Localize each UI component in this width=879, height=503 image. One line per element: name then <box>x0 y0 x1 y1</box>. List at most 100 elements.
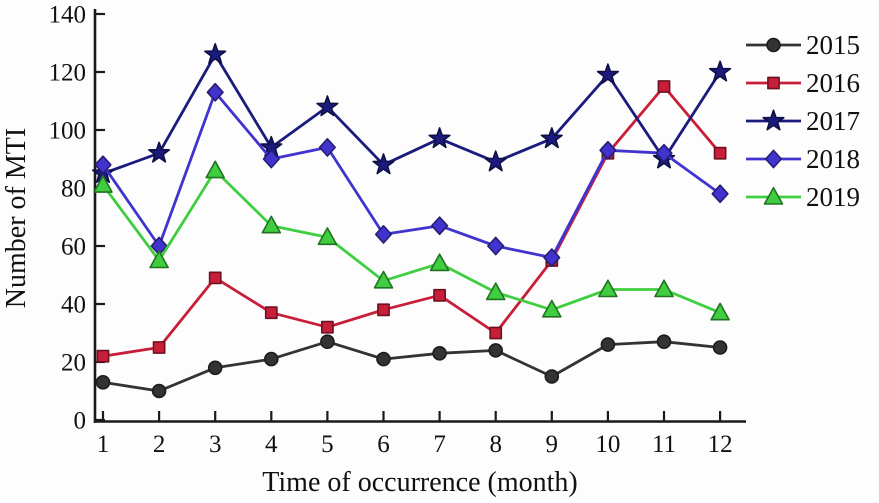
series-2019-marker-m3 <box>205 160 225 179</box>
legend-label-2018: 2018 <box>806 144 860 174</box>
series-2017-marker-m8 <box>484 150 507 172</box>
x-tick-label: 8 <box>489 431 502 458</box>
legend-marker-2017 <box>762 109 785 131</box>
series-2015-marker-m1 <box>95 374 111 390</box>
series-2015-marker-m4 <box>263 351 279 367</box>
y-tick-label: 40 <box>61 292 86 319</box>
series-2015-marker-m6 <box>376 351 391 367</box>
x-tick-label: 9 <box>546 431 559 458</box>
legend-label-2017: 2017 <box>806 106 860 136</box>
series-2019-marker-m11 <box>654 279 674 298</box>
series-2019-marker-m4 <box>261 215 282 234</box>
y-tick-label: 80 <box>61 176 86 203</box>
series-2019-marker-m2 <box>149 250 169 269</box>
x-tick-label: 10 <box>595 431 620 458</box>
series-2018-marker-m1 <box>94 155 112 175</box>
legend-marker-2019 <box>763 186 784 205</box>
series-2017-line <box>101 53 722 175</box>
series-2017-marker-m10 <box>596 63 619 85</box>
series-2016 <box>96 80 727 363</box>
series-2018-marker-m12 <box>711 184 729 204</box>
series-2019-marker-m12 <box>710 302 730 321</box>
series-2015-marker-m11 <box>656 334 672 350</box>
series-2015-marker-m12 <box>712 340 728 355</box>
legend: 2015 2016 2017 2018 2019 <box>746 30 860 212</box>
series-2019-marker-m6 <box>373 270 394 289</box>
series-2015-marker-m9 <box>544 369 560 384</box>
series-2015-marker-m3 <box>207 360 223 376</box>
series-2018-marker-m7 <box>431 216 449 236</box>
series-2019-marker-m1 <box>93 175 113 193</box>
legend-item-2016: 2016 <box>746 68 860 98</box>
series-2015-marker-m8 <box>488 343 504 358</box>
x-tick-label: 2 <box>153 431 166 458</box>
y-tick-label: 20 <box>61 350 86 377</box>
legend-item-2015: 2015 <box>746 30 860 60</box>
legend-marker-2016 <box>767 76 780 90</box>
series-2018-marker-m6 <box>374 225 393 244</box>
series-2018-marker-m5 <box>318 138 336 157</box>
legend-label-2016: 2016 <box>806 68 860 98</box>
legend-marker-2015 <box>766 37 781 53</box>
series-2015-marker-m5 <box>320 334 335 350</box>
x-tick-label: 5 <box>321 431 334 458</box>
legend-label-2015: 2015 <box>806 30 860 60</box>
series-2016-marker-m12 <box>713 146 727 160</box>
series-2018-marker-m3 <box>206 82 224 102</box>
series-2018-line <box>101 90 722 260</box>
series-2019-marker-m5 <box>317 227 338 246</box>
series-2016-line <box>101 85 722 358</box>
series-2018 <box>94 82 729 267</box>
series-2019-marker-m10 <box>598 279 618 298</box>
series-2017-marker-m6 <box>372 153 395 175</box>
series-2016-marker-m5 <box>320 320 334 334</box>
series-2019-line <box>101 169 722 315</box>
series-2016-marker-m11 <box>657 80 671 93</box>
series-2017-marker-m9 <box>540 127 563 149</box>
series-2019 <box>93 160 730 321</box>
series-2018-marker-m9 <box>543 248 561 267</box>
x-tick-label: 12 <box>708 431 733 458</box>
series-2015-line <box>101 340 722 393</box>
x-tick-label: 11 <box>652 431 676 458</box>
y-tick-label: 140 <box>49 2 87 29</box>
y-tick-label: 60 <box>61 234 86 261</box>
series-2019-marker-m7 <box>429 253 450 272</box>
legend-label-2019: 2019 <box>806 182 860 212</box>
series-2019-marker-m9 <box>542 299 562 318</box>
series-2015 <box>95 334 728 399</box>
series-2015-marker-m10 <box>600 337 616 352</box>
y-tick-label: 0 <box>74 408 87 435</box>
series-2016-marker-m8 <box>489 326 503 340</box>
series-2017 <box>91 43 732 183</box>
series-2018-marker-m11 <box>655 143 673 163</box>
x-tick-label: 4 <box>265 431 278 458</box>
x-tick-label: 1 <box>97 431 110 458</box>
series-2016-marker-m3 <box>208 271 222 285</box>
series-2016-marker-m2 <box>152 341 166 354</box>
series-2017-marker-m12 <box>709 60 732 82</box>
series-layer <box>91 43 732 399</box>
series-2016-marker-m1 <box>96 349 110 363</box>
series-2018-marker-m4 <box>262 149 280 169</box>
x-tick-label: 6 <box>377 431 390 458</box>
x-axis-title: Time of occurrence (month) <box>262 467 577 498</box>
series-2018-marker-m10 <box>599 140 617 160</box>
x-tick-label: 3 <box>209 431 222 458</box>
y-axis-title: Number of MTI <box>1 128 32 308</box>
series-2016-marker-m6 <box>377 303 390 317</box>
legend-item-2017: 2017 <box>746 106 860 136</box>
y-tick-label: 120 <box>49 60 87 87</box>
series-2017-marker-m5 <box>316 95 339 117</box>
legend-item-2018: 2018 <box>746 144 860 174</box>
series-2017-marker-m3 <box>204 43 227 65</box>
series-2016-marker-m4 <box>264 306 278 320</box>
legend-marker-2018 <box>764 149 783 169</box>
series-2017-marker-m7 <box>428 127 451 149</box>
series-2018-marker-m8 <box>487 236 505 256</box>
series-2017-marker-m2 <box>148 141 171 163</box>
series-2015-marker-m2 <box>151 383 167 399</box>
